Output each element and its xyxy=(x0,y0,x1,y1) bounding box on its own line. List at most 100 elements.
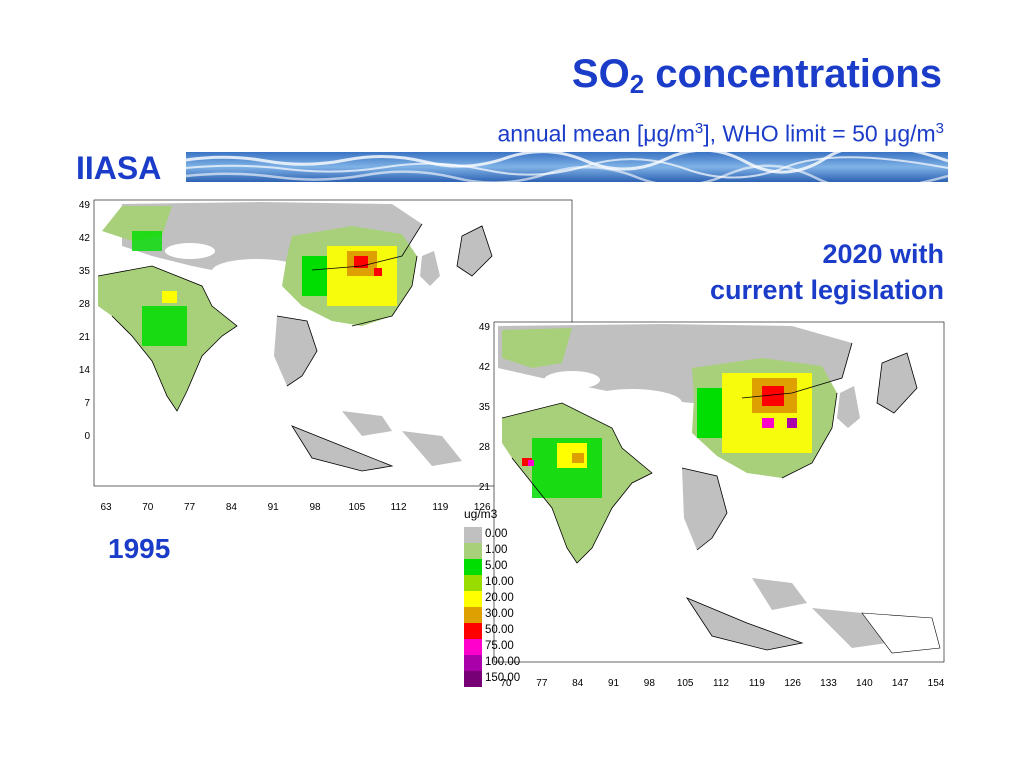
map-1995-lat-tick-0: 0 xyxy=(84,431,90,442)
page-title: SO2 concentrations xyxy=(571,52,942,99)
legend-swatch xyxy=(464,591,482,607)
water-banner xyxy=(186,152,948,182)
map-2020-lon-tick-147: 147 xyxy=(892,678,909,689)
map-1995-lon-tick-77: 77 xyxy=(184,502,196,513)
map-2020-lon-tick-140: 140 xyxy=(856,678,873,689)
legend-item: 1.00 xyxy=(464,543,534,559)
hotspot-2020-china-purple xyxy=(787,418,797,428)
land-indonesia xyxy=(292,411,462,471)
legend-label: 75.00 xyxy=(485,640,514,652)
scenario-line-2: current legislation xyxy=(709,275,944,305)
desert-white-2020-1 xyxy=(582,389,682,417)
map-1995-lat-tick-7: 7 xyxy=(84,398,90,409)
legend-item: 10.00 xyxy=(464,575,534,591)
map-2020-lat-tick-42: 42 xyxy=(479,362,491,373)
legend-label: 20.00 xyxy=(485,592,514,604)
land-korea-japan xyxy=(420,226,492,286)
map-2020-lon-tick-112: 112 xyxy=(713,678,729,689)
hotspot-china-red-2 xyxy=(374,268,382,276)
hotspot-sw-green xyxy=(132,231,162,251)
map-2020-lat-tick-49: 49 xyxy=(479,322,491,333)
map-1995-lon-tick-126: 126 xyxy=(474,502,491,513)
hotspot-2020-china-green xyxy=(697,388,722,438)
hotspot-2020-india-magenta xyxy=(528,460,534,466)
map-1995-lon-tick-112: 112 xyxy=(391,502,407,513)
legend-item: 5.00 xyxy=(464,559,534,575)
map-1995-lon-tick-70: 70 xyxy=(142,502,154,513)
map-2020-lon-tick-105: 105 xyxy=(677,678,694,689)
hotspot-india-yellow xyxy=(162,291,177,303)
legend-item: 50.00 xyxy=(464,623,534,639)
legend-swatch xyxy=(464,527,482,543)
land-central-2020 xyxy=(502,328,572,368)
scenario-line-1: 2020 with xyxy=(822,239,944,269)
coastlines-1995 xyxy=(97,223,493,472)
map-1995-lon-tick-91: 91 xyxy=(268,502,280,513)
map-2020-lon-tick-119: 119 xyxy=(749,678,765,689)
hotspot-2020-india-orange xyxy=(572,453,584,463)
map-1995-lat-tick-49: 49 xyxy=(79,200,91,211)
hotspot-china-green xyxy=(302,256,327,296)
legend-label: 50.00 xyxy=(485,624,514,636)
legend-swatch xyxy=(464,623,482,639)
hotspot-2020-india-red xyxy=(522,458,532,466)
legend-label: 10.00 xyxy=(485,576,514,588)
legend-swatch xyxy=(464,607,482,623)
map-2020-lon-tick-154: 154 xyxy=(928,678,945,689)
map-2020-lon-tick-133: 133 xyxy=(820,678,837,689)
map-2020-lon-tick-126: 126 xyxy=(784,678,801,689)
legend-item: 0.00 xyxy=(464,527,534,543)
label-1995: 1995 xyxy=(108,533,171,564)
legend-swatch xyxy=(464,543,482,559)
hotspot-india-green xyxy=(142,306,187,346)
map-1995-lon-tick-63: 63 xyxy=(100,502,112,513)
legend-item: 75.00 xyxy=(464,639,534,655)
map-2020-lon-tick-91: 91 xyxy=(608,678,620,689)
hotspot-2020-china-red xyxy=(762,386,784,406)
legend-swatch xyxy=(464,559,482,575)
map-2020: 49 42 35 28 21 70 77 84 91 98 105 112 119 126 133 140 1… xyxy=(479,321,945,689)
desert-white-1 xyxy=(212,259,302,283)
hotspot-2020-china-magenta xyxy=(762,418,774,428)
legend-item: 150.00 xyxy=(464,671,534,687)
legend-label: 30.00 xyxy=(485,608,514,620)
map-2020-lat-tick-35: 35 xyxy=(479,402,491,413)
map-1995-lat-tick-42: 42 xyxy=(79,233,91,244)
map-1995-lat-tick-21: 21 xyxy=(79,332,91,343)
map-2020-lon-tick-84: 84 xyxy=(572,678,584,689)
land-indonesia-2020 xyxy=(687,578,887,650)
legend-swatch xyxy=(464,671,482,687)
map-1995-lat-tick-14: 14 xyxy=(79,365,91,376)
legend-label: 150.00 xyxy=(485,672,521,684)
land-png-2020 xyxy=(861,612,941,654)
legend-label: 1.00 xyxy=(485,544,508,556)
legend-swatch xyxy=(464,655,482,671)
map-1995-lat-tick-35: 35 xyxy=(79,266,91,277)
map-1995-lat-tick-28: 28 xyxy=(79,299,91,310)
land-southeast-2020 xyxy=(682,468,727,550)
legend-label: 0.00 xyxy=(485,528,508,540)
legend-item: 100.00 xyxy=(464,655,534,671)
legend-swatch xyxy=(464,575,482,591)
scenario-label: 2020 with current legislation xyxy=(710,236,944,308)
desert-white-2 xyxy=(165,243,215,259)
color-legend: ug/m3 0.00 1.00 5.00 10.00 20.00 30.00 50.00 75… xyxy=(464,507,534,697)
map-1995-lon-tick-84: 84 xyxy=(226,502,238,513)
legend-item: 30.00 xyxy=(464,607,534,623)
page-subtitle: annual mean [μg/m3], WHO limit = 50 μg/m… xyxy=(497,120,944,147)
map-1995-lon-tick-119: 119 xyxy=(432,502,448,513)
map-1995-lon-tick-105: 105 xyxy=(348,502,365,513)
map-2020-lat-tick-28: 28 xyxy=(479,442,491,453)
organization-logo-text: IIASA xyxy=(76,150,162,186)
map-2020-lon-tick-98: 98 xyxy=(644,678,656,689)
map-2020-lon-tick-70: 70 xyxy=(500,678,512,689)
legend-item: 20.00 xyxy=(464,591,534,607)
map-1995-lon-tick-98: 98 xyxy=(309,502,321,513)
legend-label: 100.00 xyxy=(485,656,521,668)
legend-label: 5.00 xyxy=(485,560,508,572)
map-2020-lat-tick-21: 21 xyxy=(479,482,491,493)
coastlines-2020 xyxy=(501,342,918,651)
legend-title: ug/m3 xyxy=(464,507,498,521)
map-2020-lon-tick-77: 77 xyxy=(536,678,548,689)
